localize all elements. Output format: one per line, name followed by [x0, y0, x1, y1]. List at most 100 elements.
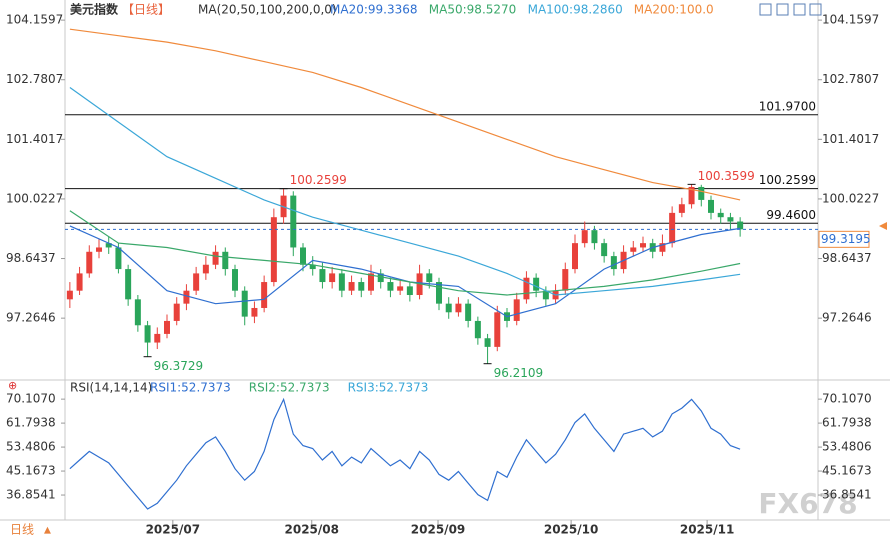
candle-body — [76, 273, 83, 291]
y-tick-label: 36.8541 — [6, 488, 56, 502]
candle-body — [309, 264, 316, 270]
y-tick-label: 70.1070 — [822, 392, 872, 406]
x-tick-label: 2025/07 — [146, 523, 200, 537]
candle-body — [164, 320, 170, 334]
candle-body — [436, 282, 442, 304]
period-label[interactable]: 【日线】 — [122, 3, 170, 17]
candle-body — [542, 290, 549, 300]
candle-body — [105, 243, 112, 248]
candle-body — [193, 273, 200, 291]
y-tick-label: 45.1673 — [6, 464, 56, 478]
legend-entry: MA100:98.2860 — [528, 3, 623, 17]
candle-body — [300, 247, 306, 265]
candle-body — [494, 312, 501, 347]
candle-body — [601, 243, 608, 257]
candle-body — [727, 217, 734, 222]
y-tick-label: 53.4806 — [6, 440, 56, 454]
candle-body — [261, 282, 268, 308]
y-tick-label: 100.0227 — [822, 191, 879, 205]
watermark: FX678 — [758, 487, 857, 520]
y-tick-label: 102.7807 — [822, 72, 879, 86]
y-tick-label: 97.2646 — [6, 311, 56, 325]
legend-entry: MA20:99.3368 — [330, 3, 418, 17]
candle-body — [474, 320, 481, 339]
candle-body — [222, 251, 229, 270]
annotation: 96.3729 — [154, 359, 204, 373]
indicator-label: MA(20,50,100,200,0,0) — [198, 3, 337, 17]
ma-line — [69, 210, 741, 296]
candle-body — [368, 273, 374, 291]
y-tick-label: 98.6437 — [822, 251, 872, 265]
candle-body — [688, 186, 695, 205]
candle-body — [290, 195, 297, 248]
candle-body — [581, 230, 588, 244]
tool-icon[interactable] — [759, 3, 772, 16]
candle-body — [202, 264, 209, 274]
candle-body — [708, 199, 714, 213]
tool-icon[interactable] — [809, 3, 822, 16]
tool-icon[interactable] — [793, 3, 806, 16]
x-tick-label: 2025/11 — [680, 523, 734, 537]
candle-body — [154, 333, 161, 343]
annotation: 96.2109 — [494, 366, 544, 380]
candle-body — [562, 269, 569, 291]
candle-body — [212, 251, 219, 265]
x-tick-label: 2025/08 — [285, 523, 339, 537]
y-tick-label: 70.1070 — [6, 392, 56, 406]
y-tick-label: 102.7807 — [6, 72, 63, 86]
y-tick-label: 100.0227 — [6, 191, 63, 205]
candle-body — [523, 277, 530, 300]
candle-body — [96, 247, 102, 252]
candle-body — [659, 243, 666, 252]
annotation: 100.2599 — [290, 173, 347, 187]
y-tick-label: 104.1597 — [6, 13, 63, 27]
candle-body — [232, 269, 238, 291]
legend-entry: MA200:100.0 — [634, 3, 714, 17]
chart-title: 美元指数 — [70, 2, 119, 17]
candle-body — [484, 338, 491, 347]
candle-body — [377, 273, 384, 283]
y-tick-label: 53.4806 — [822, 440, 872, 454]
candle-body — [533, 277, 540, 291]
y-tick-label: 97.2646 — [822, 311, 872, 325]
candle-body — [698, 186, 705, 200]
candle-body — [465, 303, 472, 321]
candle-body — [640, 243, 646, 248]
ma-line — [69, 397, 741, 510]
candle-body — [173, 303, 180, 321]
candle-body — [630, 247, 637, 252]
candle-body — [348, 282, 355, 291]
candle-body — [426, 273, 433, 283]
candle-body — [737, 221, 744, 230]
toolbar — [759, 3, 822, 16]
period-tab[interactable]: 日线 — [10, 523, 34, 537]
y-tick-label: 101.4017 — [822, 132, 879, 146]
candle-body — [134, 299, 141, 326]
candle-body — [610, 256, 617, 270]
legend-entry: RSI1:52.7373 — [150, 381, 231, 395]
candle-body — [669, 212, 676, 244]
candle-body — [338, 273, 345, 291]
ma-line — [69, 87, 741, 296]
candle-body — [717, 212, 724, 218]
candle-body — [144, 325, 151, 343]
x-tick-label: 2025/10 — [544, 523, 598, 537]
level-marker — [879, 222, 887, 230]
annotation: 100.3599 — [698, 169, 755, 183]
y-tick-label: 98.6437 — [6, 251, 56, 265]
legend-entry: MA50:98.5270 — [429, 3, 517, 17]
candle-body — [387, 282, 394, 291]
y-tick-label: 61.7938 — [822, 416, 872, 430]
tool-icon[interactable] — [776, 3, 789, 16]
candle-body — [270, 217, 277, 283]
candle-body — [241, 290, 248, 317]
y-tick-label: 36.8541 — [822, 488, 872, 502]
y-tick-label: 104.1597 — [822, 13, 879, 27]
level-label: 101.9700 — [759, 99, 816, 113]
tab-arrow[interactable]: ▲ — [44, 526, 51, 536]
candle-body — [455, 303, 462, 313]
candle-body — [86, 251, 93, 274]
